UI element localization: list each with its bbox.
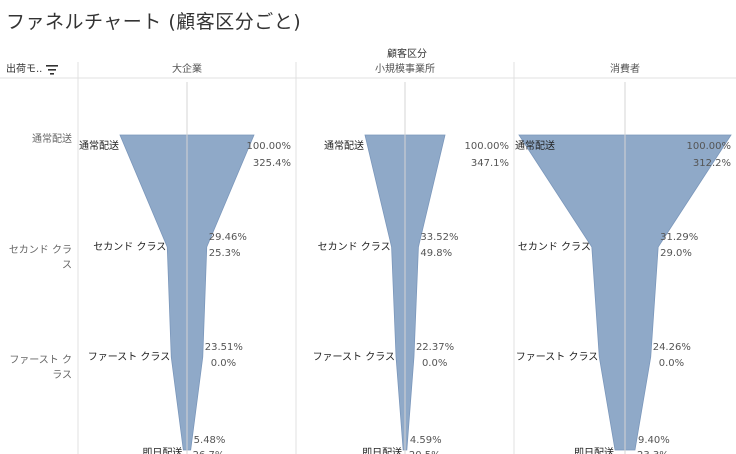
stage-label: 即日配送	[574, 446, 614, 454]
pct-label: 31.29%	[660, 232, 698, 243]
stage-label: セカンド クラス	[518, 241, 591, 253]
pct-label: 100.00%	[465, 141, 510, 152]
growth-label: 347.1%	[471, 158, 509, 169]
pct-label: 4.59%	[410, 435, 442, 446]
stage-label: 即日配送	[362, 446, 402, 454]
pct-label: 100.00%	[247, 141, 292, 152]
growth-label: 29.0%	[660, 248, 692, 259]
pct-label: 29.46%	[209, 232, 247, 243]
stage-label: ファースト クラス	[516, 351, 598, 363]
stage-label: ファースト クラス	[313, 351, 395, 363]
growth-label: 0.0%	[659, 358, 684, 369]
stage-label: 即日配送	[142, 446, 182, 454]
pct-label: 24.26%	[653, 342, 691, 353]
growth-label: 325.4%	[253, 158, 291, 169]
pct-label: 9.40%	[638, 435, 670, 446]
pct-label: 100.00%	[687, 141, 732, 152]
pct-label: 22.37%	[416, 342, 454, 353]
stage-label: 通常配送	[79, 139, 119, 152]
pct-label: 5.48%	[194, 435, 226, 446]
pct-label: 33.52%	[420, 232, 458, 243]
pct-label: 23.51%	[205, 342, 243, 353]
growth-label: 26.7%	[193, 450, 225, 454]
stage-label: ファースト クラス	[88, 351, 170, 363]
growth-label: 0.0%	[211, 358, 236, 369]
stage-label: 通常配送	[515, 139, 555, 152]
growth-label: 23.3%	[637, 450, 669, 454]
stage-label: セカンド クラス	[93, 241, 166, 253]
growth-label: 25.3%	[209, 248, 241, 259]
growth-label: 312.2%	[693, 158, 731, 169]
growth-label: 0.0%	[422, 358, 447, 369]
growth-label: 20.5%	[409, 450, 441, 454]
stage-label: セカンド クラス	[318, 241, 391, 253]
growth-label: 49.8%	[420, 248, 452, 259]
stage-label: 通常配送	[324, 139, 364, 152]
